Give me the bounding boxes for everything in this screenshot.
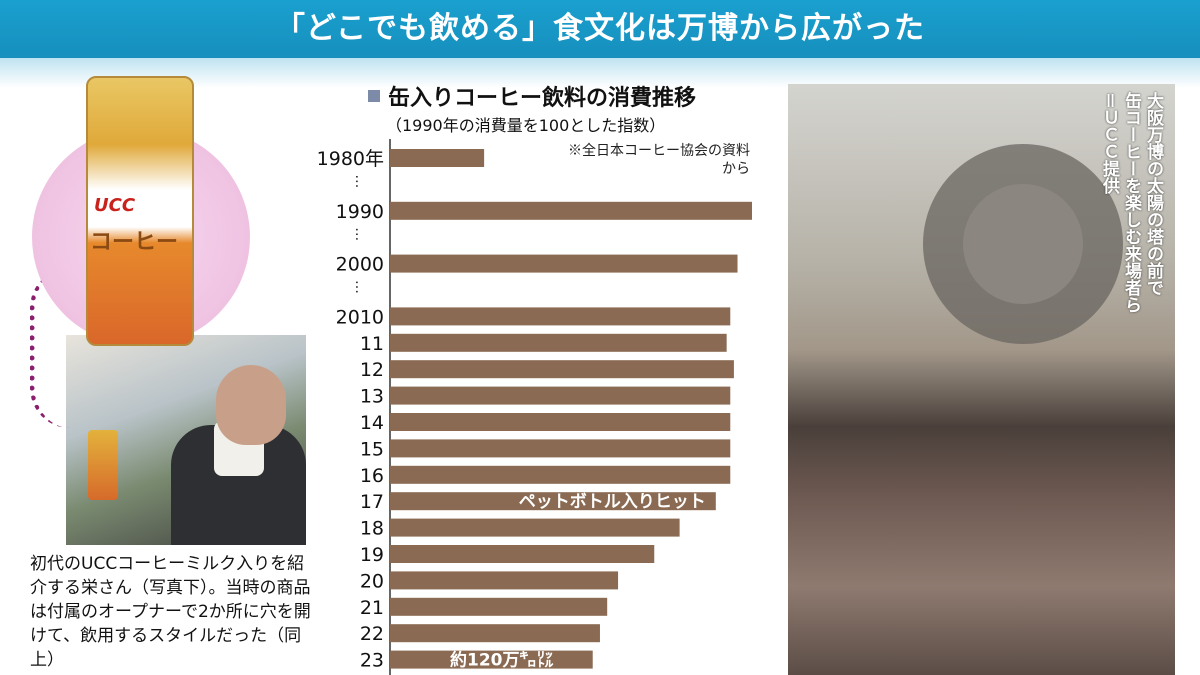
bar-14 bbox=[390, 597, 608, 616]
held-can bbox=[88, 430, 118, 500]
chart-title: 缶入りコーヒー飲料の消費推移 bbox=[368, 80, 696, 112]
header-fade bbox=[0, 58, 1200, 88]
y-tick-label-7: 14 bbox=[360, 412, 384, 434]
y-tick-label-8: 15 bbox=[360, 438, 384, 460]
chart-title-text: 缶入りコーヒー飲料の消費推移 bbox=[388, 86, 697, 111]
bar-2 bbox=[390, 254, 738, 273]
y-tick-label-1: 1990 bbox=[336, 201, 384, 223]
bar-4 bbox=[390, 333, 727, 352]
page-title: 「どこでも飲める」食文化は万博から広がった bbox=[274, 11, 926, 46]
bar-11 bbox=[390, 518, 680, 537]
bar-6 bbox=[390, 386, 731, 405]
y-tick-label-16: 23 bbox=[360, 650, 384, 672]
y-tick-label-3: 2010 bbox=[336, 306, 384, 328]
bar-5 bbox=[390, 360, 734, 379]
bar-15 bbox=[390, 624, 600, 643]
bar-1 bbox=[390, 201, 752, 220]
right-caption-line3: ＝ＵＣＣ提供 bbox=[1099, 92, 1119, 194]
can-product-label: コーヒー bbox=[90, 230, 179, 255]
bar-16 bbox=[390, 650, 593, 669]
ucc-can-image bbox=[86, 76, 194, 346]
bar-annotation-0: ペットボトル入りヒット bbox=[519, 492, 706, 512]
y-tick-label-4: 11 bbox=[360, 333, 384, 355]
bar-8 bbox=[390, 439, 731, 458]
right-caption-line2: 缶コーヒーを楽しむ来場者ら bbox=[1121, 92, 1141, 313]
axis-break-mark-2: … bbox=[352, 280, 368, 294]
tower-face-shape bbox=[963, 184, 1083, 304]
can-brand-label: UCC bbox=[94, 195, 136, 216]
bar-9 bbox=[390, 465, 731, 484]
title-square-icon bbox=[368, 90, 380, 102]
bar-chart: 1980年 1990 2000 2010 11 12 13 14 15 16 17 18 19 20 21 2… bbox=[317, 139, 752, 675]
header-banner bbox=[0, 0, 1200, 58]
axis-break-mark-0: … bbox=[352, 174, 368, 188]
y-tick-label-2: 2000 bbox=[336, 254, 384, 276]
chart-subtitle: （1990年の消費量を100とした指数） bbox=[386, 116, 666, 135]
y-tick-label-5: 12 bbox=[360, 359, 384, 381]
y-tick-label-13: 20 bbox=[360, 570, 384, 592]
connector-dots bbox=[30, 268, 105, 428]
bar-3 bbox=[390, 307, 731, 326]
left-photo-caption: 初代のUCCコーヒーミルク入りを紹介する栄さん（写真下）。当時の商品は付属のオー… bbox=[30, 554, 311, 670]
chart-source-note: ※全日本コーヒー協会の資料から bbox=[568, 143, 750, 177]
bar-0 bbox=[390, 149, 485, 167]
y-tick-label-10: 17 bbox=[360, 491, 384, 513]
right-caption-line1: 大阪万博の太陽の塔の前で bbox=[1143, 92, 1163, 296]
bar-13 bbox=[390, 571, 619, 590]
axis-break-mark-1: … bbox=[352, 227, 368, 241]
y-tick-label-11: 18 bbox=[360, 518, 384, 540]
y-tick-label-0: 1980年 bbox=[317, 148, 384, 170]
bar-annotation-1: 約120万㌔㍑ bbox=[450, 650, 554, 671]
y-tick-label-6: 13 bbox=[360, 386, 384, 408]
bar-10 bbox=[390, 492, 716, 511]
right-photo-caption: 大阪万博の太陽の塔の前で 缶コーヒーを楽しむ来場者ら ＝ＵＣＣ提供 bbox=[1098, 92, 1164, 382]
expo-photo bbox=[788, 84, 1175, 675]
y-tick-label-14: 21 bbox=[360, 597, 384, 619]
bar-7 bbox=[390, 413, 731, 431]
presenter-photo bbox=[66, 335, 306, 545]
y-tick-label-15: 22 bbox=[360, 623, 384, 645]
bar-12 bbox=[390, 545, 655, 563]
presenter-face bbox=[216, 365, 286, 445]
y-tick-label-12: 19 bbox=[360, 544, 384, 566]
y-tick-label-9: 16 bbox=[360, 465, 384, 487]
